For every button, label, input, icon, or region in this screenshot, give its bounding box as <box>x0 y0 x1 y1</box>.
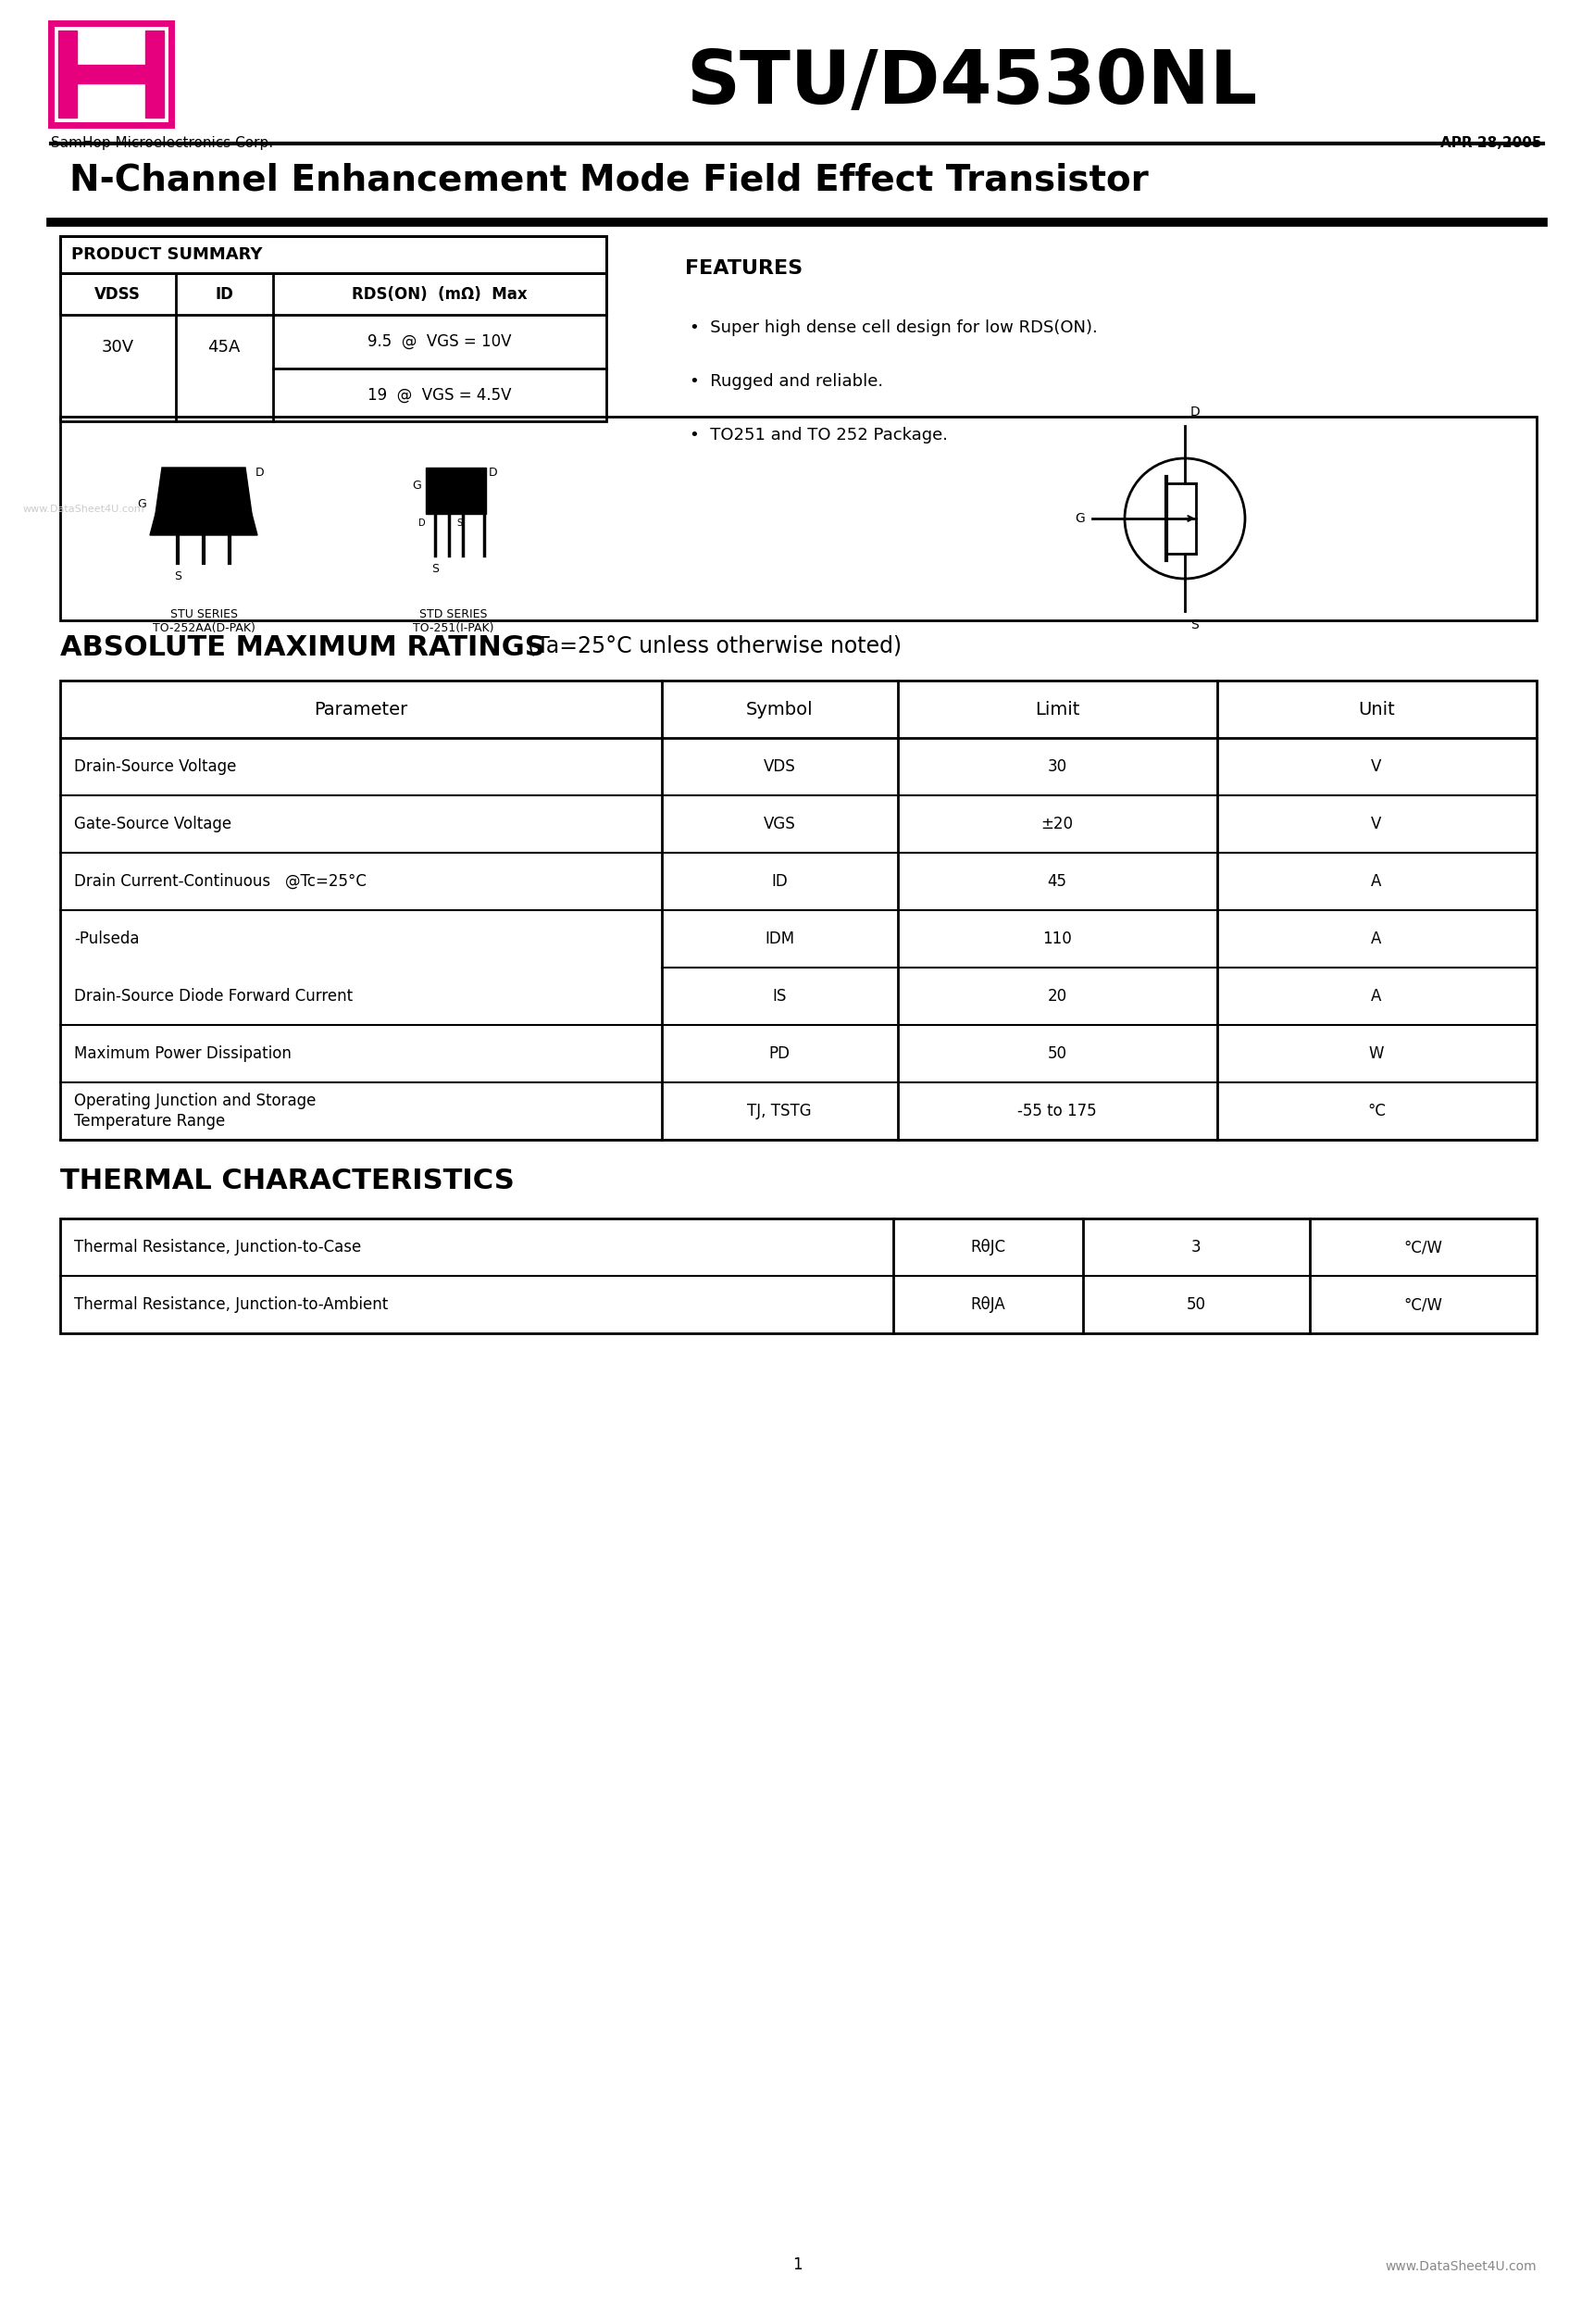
Text: ID: ID <box>771 874 787 890</box>
Text: Maximum Power Dissipation: Maximum Power Dissipation <box>73 1046 292 1062</box>
Text: Thermal Resistance, Junction-to-Ambient: Thermal Resistance, Junction-to-Ambient <box>73 1297 387 1313</box>
Text: Operating Junction and Storage: Operating Junction and Storage <box>73 1092 316 1109</box>
Text: STU/D4530NL: STU/D4530NL <box>687 46 1258 119</box>
Text: Drain-Source Diode Forward Current: Drain-Source Diode Forward Current <box>73 988 352 1004</box>
Text: VDSS: VDSS <box>94 286 140 302</box>
Text: TJ, TSTG: TJ, TSTG <box>748 1104 811 1120</box>
Text: RθJA: RθJA <box>971 1297 1006 1313</box>
Text: Unit: Unit <box>1358 700 1395 718</box>
Text: 45A: 45A <box>207 339 241 356</box>
Text: D: D <box>1191 407 1200 418</box>
Text: G: G <box>137 500 147 511</box>
Bar <box>59 30 77 119</box>
Bar <box>61 1218 1537 1334</box>
Text: D: D <box>255 467 265 479</box>
Text: A: A <box>1371 874 1382 890</box>
Text: W: W <box>1369 1046 1384 1062</box>
Text: RDS(ON)  (mΩ)  Max: RDS(ON) (mΩ) Max <box>352 286 528 302</box>
Text: •  TO251 and TO 252 Package.: • TO251 and TO 252 Package. <box>690 428 948 444</box>
Text: G: G <box>1074 511 1086 525</box>
Text: 30V: 30V <box>102 339 134 356</box>
Text: PRODUCT SUMMARY: PRODUCT SUMMARY <box>72 246 263 263</box>
Text: STD SERIES
TO-251(I-PAK): STD SERIES TO-251(I-PAK) <box>413 609 494 634</box>
Bar <box>61 237 606 274</box>
Text: 30: 30 <box>1047 758 1066 774</box>
Polygon shape <box>156 467 252 514</box>
Text: IDM: IDM <box>765 930 794 948</box>
Text: N-Channel Enhancement Mode Field Effect Transistor: N-Channel Enhancement Mode Field Effect … <box>70 163 1149 198</box>
Text: SamHop Microelectronics Corp.: SamHop Microelectronics Corp. <box>51 137 273 151</box>
Text: S: S <box>207 511 212 521</box>
Text: RθJC: RθJC <box>971 1239 1006 1255</box>
Text: 9.5  @  VGS = 10V: 9.5 @ VGS = 10V <box>368 332 512 351</box>
Bar <box>61 681 1537 1139</box>
Text: •  Super high dense cell design for low RDS(ON).: • Super high dense cell design for low R… <box>690 318 1098 337</box>
Polygon shape <box>150 514 257 535</box>
Text: ABSOLUTE MAXIMUM RATINGS: ABSOLUTE MAXIMUM RATINGS <box>61 634 545 660</box>
Text: VGS: VGS <box>764 816 795 832</box>
Text: °C/W: °C/W <box>1403 1239 1443 1255</box>
Text: 45: 45 <box>1047 874 1066 890</box>
Text: Temperature Range: Temperature Range <box>73 1113 225 1129</box>
Text: D: D <box>419 518 426 528</box>
Text: THERMAL CHARACTERISTICS: THERMAL CHARACTERISTICS <box>61 1167 515 1195</box>
Bar <box>51 23 171 125</box>
Text: -55 to 175: -55 to 175 <box>1017 1104 1097 1120</box>
Text: 110: 110 <box>1042 930 1071 948</box>
Text: D: D <box>188 511 194 521</box>
Text: 1: 1 <box>792 2257 802 2273</box>
Text: ±20: ±20 <box>1041 816 1073 832</box>
Text: www.DataSheet4U.com: www.DataSheet4U.com <box>24 504 145 514</box>
Text: Gate-Source Voltage: Gate-Source Voltage <box>73 816 231 832</box>
Text: 50: 50 <box>1186 1297 1205 1313</box>
Text: 20: 20 <box>1047 988 1066 1004</box>
Text: (Ta=25°C unless otherwise noted): (Ta=25°C unless otherwise noted) <box>528 634 902 655</box>
Text: V: V <box>1371 758 1382 774</box>
Text: A: A <box>1371 988 1382 1004</box>
Text: °C/W: °C/W <box>1403 1297 1443 1313</box>
Text: °C: °C <box>1368 1104 1385 1120</box>
Text: FEATURES: FEATURES <box>685 260 803 279</box>
Text: S: S <box>456 518 462 528</box>
Text: IS: IS <box>773 988 786 1004</box>
Text: www.DataSheet4U.com: www.DataSheet4U.com <box>1385 2261 1537 2273</box>
Bar <box>61 237 606 421</box>
Text: S: S <box>432 562 438 574</box>
Text: •  Rugged and reliable.: • Rugged and reliable. <box>690 374 883 390</box>
Text: Thermal Resistance, Junction-to-Case: Thermal Resistance, Junction-to-Case <box>73 1239 362 1255</box>
Text: Symbol: Symbol <box>746 700 813 718</box>
Polygon shape <box>426 467 486 514</box>
Text: Drain Current-Continuous   @Tc=25°C: Drain Current-Continuous @Tc=25°C <box>73 874 367 890</box>
Text: VDS: VDS <box>764 758 795 774</box>
Text: Drain-Source Voltage: Drain-Source Voltage <box>73 758 236 774</box>
Bar <box>61 416 1537 621</box>
Text: V: V <box>1371 816 1382 832</box>
Text: -Pulseda: -Pulseda <box>73 930 139 948</box>
Text: APR 28,2005: APR 28,2005 <box>1439 137 1541 151</box>
Text: STU SERIES
TO-252AA(D-PAK): STU SERIES TO-252AA(D-PAK) <box>153 609 255 634</box>
Bar <box>61 274 606 314</box>
Text: ID: ID <box>215 286 233 302</box>
Text: Parameter: Parameter <box>314 700 408 718</box>
Text: Limit: Limit <box>1035 700 1079 718</box>
Text: S: S <box>174 569 182 583</box>
Text: 19  @  VGS = 4.5V: 19 @ VGS = 4.5V <box>368 388 512 404</box>
Text: G: G <box>413 481 421 493</box>
Text: A: A <box>1371 930 1382 948</box>
Text: PD: PD <box>768 1046 791 1062</box>
Text: 3: 3 <box>1191 1239 1200 1255</box>
Text: S: S <box>1191 618 1199 632</box>
Text: D: D <box>489 467 497 479</box>
Bar <box>77 65 145 84</box>
Text: 50: 50 <box>1047 1046 1066 1062</box>
Bar <box>145 30 164 119</box>
